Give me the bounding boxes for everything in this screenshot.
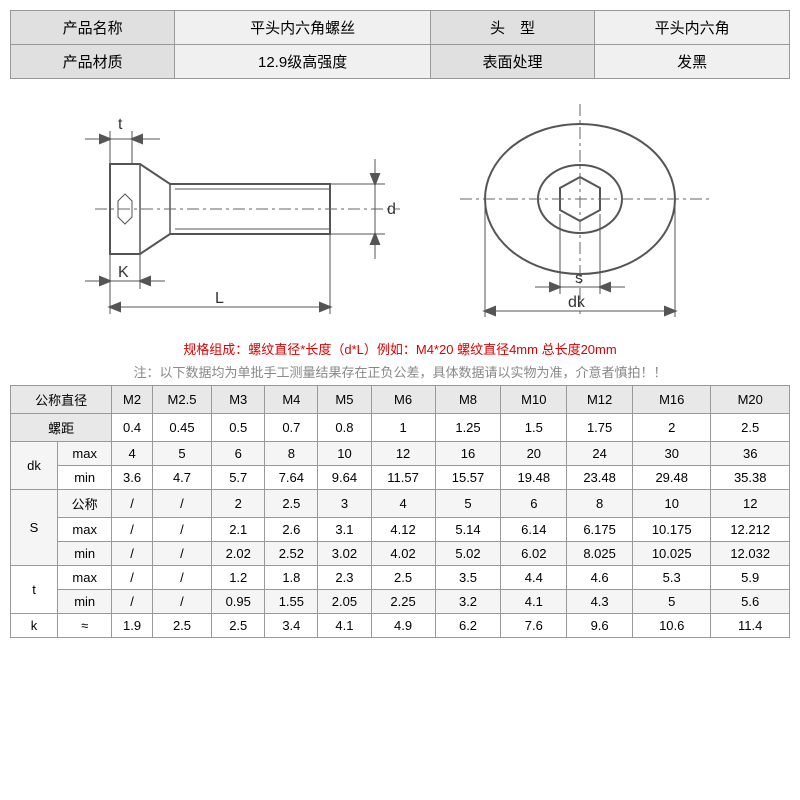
label-L: L	[215, 290, 224, 307]
label-dk: dk	[568, 294, 586, 311]
material-value: 12.9级高强度	[175, 45, 431, 79]
name-label: 产品名称	[11, 11, 175, 45]
material-label: 产品材质	[11, 45, 175, 79]
note-red: 规格组成：螺纹直径*长度（d*L）例如：M4*20 螺纹直径4mm 总长度20m…	[10, 339, 790, 358]
name-value: 平头内六角螺丝	[175, 11, 431, 45]
head-label: 头 型	[430, 11, 594, 45]
product-info-table: 产品名称 平头内六角螺丝 头 型 平头内六角 产品材质 12.9级高强度 表面处…	[10, 10, 790, 79]
surface-label: 表面处理	[430, 45, 594, 79]
spec-table: 公称直径M2M2.5M3M4M5M6M8M10M12M16M20螺距0.40.4…	[10, 385, 790, 638]
head-value: 平头内六角	[595, 11, 790, 45]
label-t: t	[118, 116, 123, 133]
surface-value: 发黑	[595, 45, 790, 79]
technical-diagram: t d K L s dk	[10, 89, 790, 329]
label-k: K	[118, 264, 129, 281]
label-d: d	[387, 201, 396, 218]
label-s: s	[575, 270, 583, 287]
note-gray: 注：以下数据均为单批手工测量结果存在正负公差，具体数据请以实物为准，介意者慎拍！…	[10, 362, 790, 381]
